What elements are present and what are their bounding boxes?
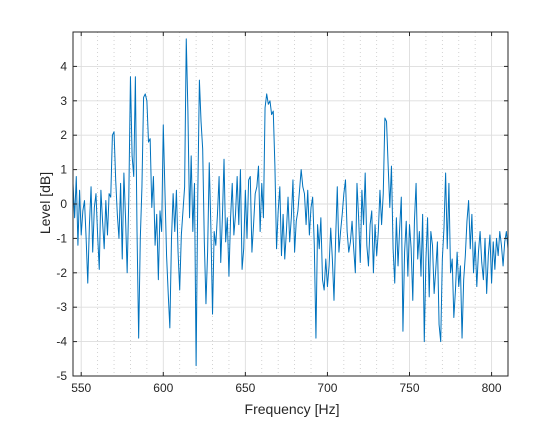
x-tick-label: 600 — [153, 381, 173, 395]
tick-labels: 550 600 650 700 750 800 -5 -4 -3 -2 -1 0 1 2 3 4 — [56, 59, 502, 395]
series-layer — [72, 38, 509, 367]
x-axis-label: Frequency [Hz] — [245, 401, 340, 417]
y-tick-label: 3 — [60, 94, 67, 108]
x-tick-label: 650 — [235, 381, 255, 395]
x-tick-label: 800 — [482, 381, 502, 395]
series-line — [72, 38, 509, 367]
x-tick-label: 700 — [317, 381, 337, 395]
y-tick-label: -4 — [56, 335, 67, 349]
y-tick-label: 4 — [60, 59, 67, 73]
y-tick-label: -1 — [56, 231, 67, 245]
y-tick-label: -5 — [56, 369, 67, 383]
x-tick-label: 750 — [399, 381, 419, 395]
x-tick-label: 550 — [71, 381, 91, 395]
axes — [72, 31, 509, 377]
y-tick-label: 0 — [60, 197, 67, 211]
y-tick-label: -3 — [56, 300, 67, 314]
y-tick-label: 1 — [60, 163, 67, 177]
y-tick-label: 2 — [60, 128, 67, 142]
y-tick-label: -2 — [56, 266, 67, 280]
y-axis-label: Level [dB] — [37, 172, 53, 234]
